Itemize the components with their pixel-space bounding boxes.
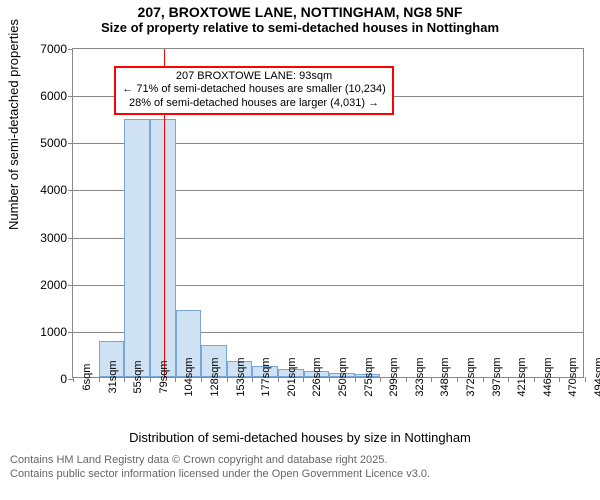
chart-title: 207, BROXTOWE LANE, NOTTINGHAM, NG8 5NF <box>0 0 600 20</box>
xtick-label: 275sqm <box>359 357 375 396</box>
footer-line-2: Contains public sector information licen… <box>0 468 600 480</box>
xtick-mark <box>201 377 202 382</box>
xtick-label: 153sqm <box>231 357 247 396</box>
annotation-line-1: 207 BROXTOWE LANE: 93sqm <box>122 70 386 84</box>
footer-line-1: Contains HM Land Registry data © Crown c… <box>0 454 600 466</box>
ytick-label: 7000 <box>40 42 73 56</box>
xtick-mark <box>227 377 228 382</box>
y-axis-label: Number of semi-detached properties <box>6 19 21 230</box>
xtick-mark <box>457 377 458 382</box>
ytick-label: 3000 <box>40 231 73 245</box>
histogram-bar <box>124 119 149 377</box>
xtick-mark <box>175 377 176 382</box>
ytick-label: 1000 <box>40 325 73 339</box>
xtick-mark <box>150 377 151 382</box>
xtick-label: 31sqm <box>103 360 119 393</box>
xtick-label: 397sqm <box>487 357 503 396</box>
xtick-mark <box>406 377 407 382</box>
xtick-label: 446sqm <box>538 357 554 396</box>
xtick-mark <box>99 377 100 382</box>
xtick-mark <box>559 377 560 382</box>
ytick-label: 6000 <box>40 89 73 103</box>
chart-container: 207, BROXTOWE LANE, NOTTINGHAM, NG8 5NF … <box>0 0 600 500</box>
xtick-label: 323sqm <box>410 357 426 396</box>
xtick-mark <box>508 377 509 382</box>
xtick-label: 79sqm <box>154 360 170 393</box>
xtick-label: 250sqm <box>333 357 349 396</box>
plot-area: 01000200030004000500060007000207 BROXTOW… <box>72 48 584 378</box>
xtick-label: 226sqm <box>307 357 323 396</box>
ytick-label: 4000 <box>40 183 73 197</box>
xtick-mark <box>278 377 279 382</box>
ytick-label: 5000 <box>40 136 73 150</box>
xtick-label: 470sqm <box>563 357 579 396</box>
histogram-bar <box>150 119 176 377</box>
xtick-mark <box>534 377 535 382</box>
xtick-mark <box>431 377 432 382</box>
xtick-mark <box>329 377 330 382</box>
xtick-label: 201sqm <box>282 357 298 396</box>
xtick-label: 177sqm <box>256 357 272 396</box>
xtick-label: 299sqm <box>384 357 400 396</box>
xtick-label: 421sqm <box>512 357 528 396</box>
xtick-mark <box>73 377 74 382</box>
xtick-mark <box>483 377 484 382</box>
xtick-mark <box>124 377 125 382</box>
xtick-mark <box>303 377 304 382</box>
ytick-label: 0 <box>60 372 73 386</box>
xtick-label: 494sqm <box>589 357 600 396</box>
xtick-mark <box>380 377 381 382</box>
x-axis-label: Distribution of semi-detached houses by … <box>0 430 600 445</box>
xtick-label: 128sqm <box>205 357 221 396</box>
xtick-mark <box>585 377 586 382</box>
annotation-line-2: ← 71% of semi-detached houses are smalle… <box>122 83 386 97</box>
xtick-label: 55sqm <box>128 360 144 393</box>
annotation-box: 207 BROXTOWE LANE: 93sqm← 71% of semi-de… <box>114 66 394 115</box>
xtick-label: 6sqm <box>77 364 93 391</box>
ytick-label: 2000 <box>40 278 73 292</box>
xtick-label: 104sqm <box>179 357 195 396</box>
xtick-label: 372sqm <box>461 357 477 396</box>
xtick-label: 348sqm <box>435 357 451 396</box>
xtick-mark <box>355 377 356 382</box>
xtick-mark <box>252 377 253 382</box>
annotation-line-3: 28% of semi-detached houses are larger (… <box>122 97 386 111</box>
chart-subtitle: Size of property relative to semi-detach… <box>0 20 600 35</box>
